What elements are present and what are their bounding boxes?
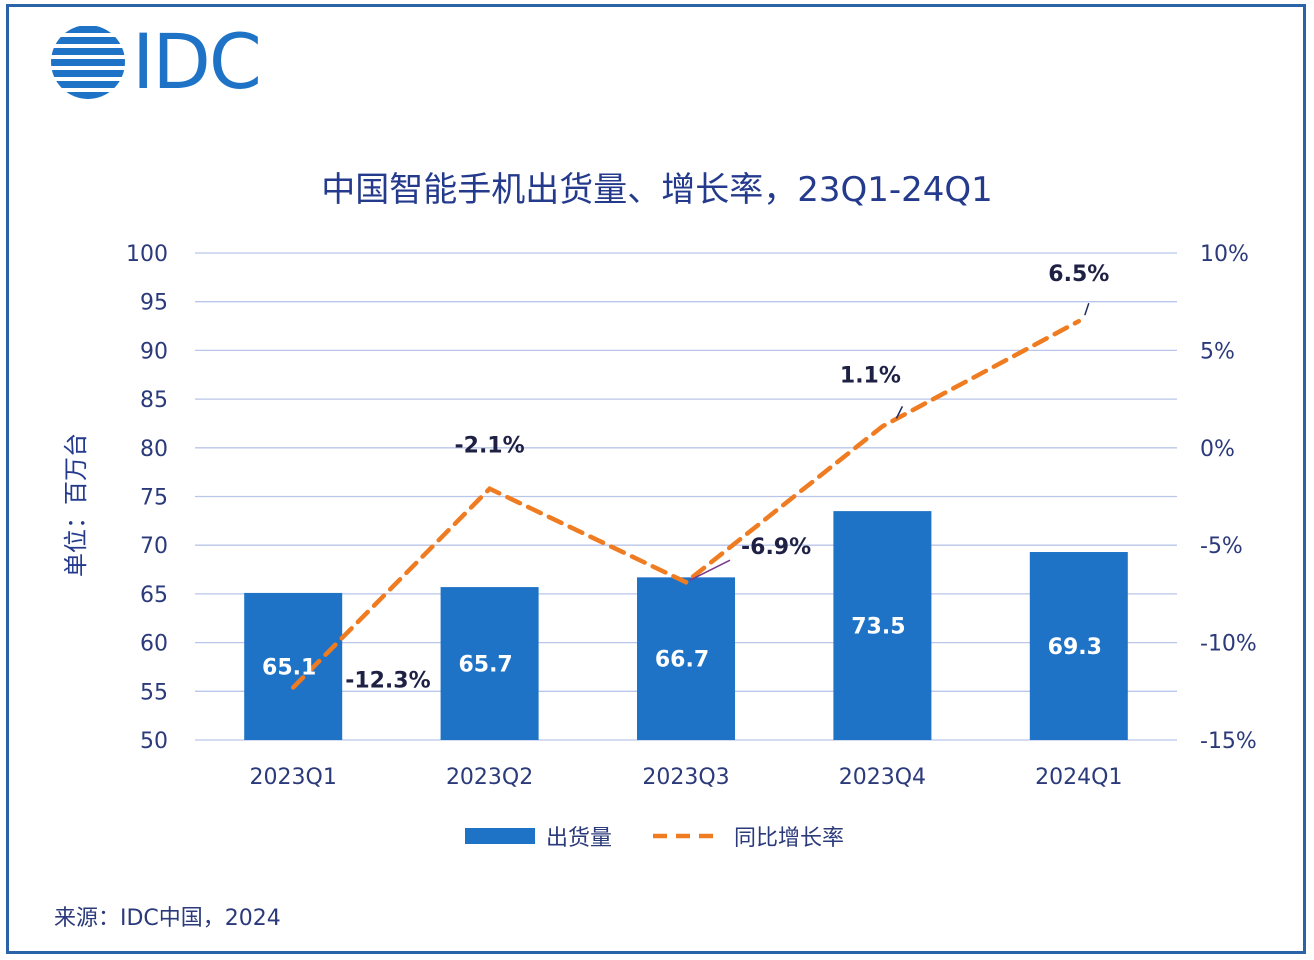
bar [1029, 552, 1128, 740]
leader-line [689, 559, 731, 581]
y-tick-label: 55 [140, 680, 168, 705]
x-tick-label: 2023Q1 [250, 765, 337, 790]
bar-value-label: 65.7 [458, 653, 512, 678]
y-tick-label: 85 [140, 388, 168, 413]
globe-icon [51, 26, 125, 99]
y-tick-label: 60 [140, 632, 168, 657]
y-tick-label: 90 [140, 339, 168, 364]
leader-line [1084, 302, 1090, 316]
line-value-label: -2.1% [455, 434, 525, 459]
bar-value-label: 73.5 [851, 615, 905, 640]
line-value-label: 6.5% [1048, 262, 1109, 287]
y-tick-label: 75 [140, 486, 168, 511]
logo-text: IDC [132, 17, 262, 106]
y-tick-label: 95 [140, 291, 168, 316]
y-tick-label: 100 [126, 242, 168, 267]
y-tick-label: 70 [140, 534, 168, 559]
bar [244, 592, 343, 740]
y-tick-label: 50 [140, 729, 168, 754]
bar-value-label: 66.7 [655, 648, 709, 673]
y2-tick-label: -15% [1200, 729, 1257, 754]
y-tick-label: 65 [140, 583, 168, 608]
idc-logo: IDC [50, 17, 262, 106]
x-tick-label: 2024Q1 [1035, 765, 1122, 790]
bar [440, 587, 539, 740]
legend-swatch-bar [465, 828, 535, 844]
y-axis-label: 单位：百万台 [62, 433, 90, 577]
y2-tick-label: -10% [1200, 632, 1257, 657]
chart-title: 中国智能手机出货量、增长率，23Q1-24Q1 [321, 170, 993, 210]
y2-tick-label: 5% [1200, 339, 1235, 364]
x-tick-label: 2023Q2 [446, 765, 533, 790]
bar [833, 511, 932, 740]
legend-label-bar: 出货量 [546, 826, 612, 851]
source-note: 来源：IDC中国，2024 [54, 906, 281, 931]
chart-frame [6, 4, 1306, 954]
legend-label-line: 同比增长率 [734, 826, 844, 851]
x-tick-label: 2023Q4 [839, 765, 926, 790]
y2-tick-label: 10% [1200, 242, 1249, 267]
line-value-label: -12.3% [345, 668, 430, 693]
line-value-label: 1.1% [840, 363, 901, 388]
y2-tick-label: -5% [1200, 534, 1243, 559]
leader-line [895, 406, 904, 419]
y-tick-label: 80 [140, 437, 168, 462]
bar [637, 577, 735, 740]
y2-tick-label: 0% [1200, 437, 1235, 462]
bar-value-label: 65.1 [262, 655, 316, 680]
line-value-label: -6.9% [741, 535, 811, 560]
bar-value-label: 69.3 [1048, 635, 1102, 660]
x-tick-label: 2023Q3 [642, 765, 729, 790]
